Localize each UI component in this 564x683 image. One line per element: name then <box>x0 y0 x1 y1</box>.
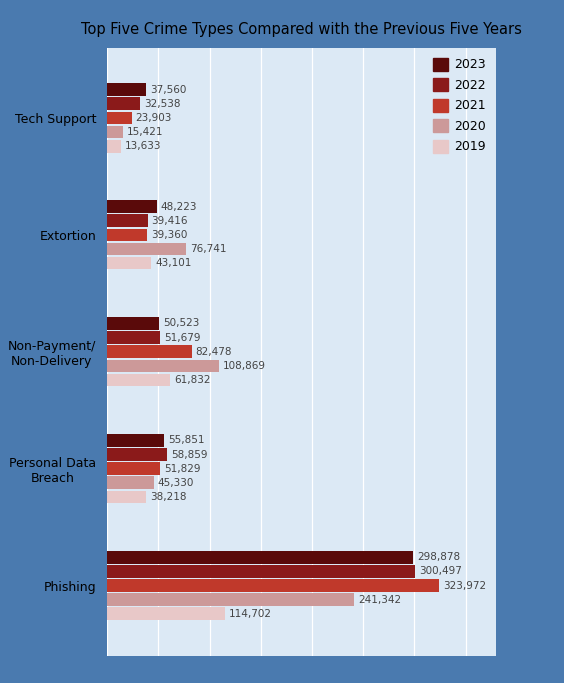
Text: 13,633: 13,633 <box>125 141 162 151</box>
Text: 298,878: 298,878 <box>417 553 460 562</box>
Text: 114,702: 114,702 <box>229 609 272 619</box>
Bar <box>107 551 413 563</box>
Bar <box>107 579 439 592</box>
Bar <box>107 477 153 489</box>
Bar <box>107 331 160 344</box>
Text: 51,829: 51,829 <box>164 464 201 473</box>
Bar <box>107 126 123 139</box>
Text: 45,330: 45,330 <box>158 478 194 488</box>
Text: 32,538: 32,538 <box>144 99 181 109</box>
Bar <box>107 448 168 461</box>
Legend: 2023, 2022, 2021, 2020, 2019: 2023, 2022, 2021, 2020, 2019 <box>430 54 490 157</box>
Text: 51,679: 51,679 <box>164 333 201 343</box>
Text: 108,869: 108,869 <box>223 361 266 371</box>
Text: 61,832: 61,832 <box>175 375 211 385</box>
Bar <box>107 200 157 213</box>
Text: 38,218: 38,218 <box>151 492 187 502</box>
Text: 50,523: 50,523 <box>163 318 199 329</box>
Bar <box>107 242 186 255</box>
Text: 43,101: 43,101 <box>156 258 192 268</box>
Bar <box>107 214 148 227</box>
Bar <box>107 257 151 269</box>
Text: 55,851: 55,851 <box>169 435 205 445</box>
Bar <box>107 565 415 578</box>
Text: 37,560: 37,560 <box>149 85 186 95</box>
Bar <box>107 346 192 358</box>
Bar <box>107 111 131 124</box>
Bar <box>107 229 147 241</box>
Text: 48,223: 48,223 <box>161 201 197 212</box>
Bar <box>107 594 354 606</box>
Bar <box>107 490 146 503</box>
Text: 15,421: 15,421 <box>127 127 164 137</box>
Title: Top Five Crime Types Compared with the Previous Five Years: Top Five Crime Types Compared with the P… <box>81 22 522 37</box>
Bar <box>107 359 219 372</box>
Bar <box>107 140 121 152</box>
Text: 323,972: 323,972 <box>443 581 486 591</box>
Bar <box>107 462 160 475</box>
Bar <box>107 98 140 110</box>
Bar <box>107 434 164 447</box>
Text: 241,342: 241,342 <box>358 595 402 604</box>
Bar <box>107 83 146 96</box>
Text: 23,903: 23,903 <box>136 113 172 123</box>
Bar <box>107 607 224 620</box>
Text: 39,416: 39,416 <box>152 216 188 225</box>
Text: 82,478: 82,478 <box>196 347 232 357</box>
Bar <box>107 317 159 330</box>
Text: 58,859: 58,859 <box>171 449 208 460</box>
Text: 300,497: 300,497 <box>419 566 462 576</box>
Text: 76,741: 76,741 <box>190 244 226 254</box>
Bar <box>107 374 170 387</box>
Text: 39,360: 39,360 <box>152 230 188 240</box>
